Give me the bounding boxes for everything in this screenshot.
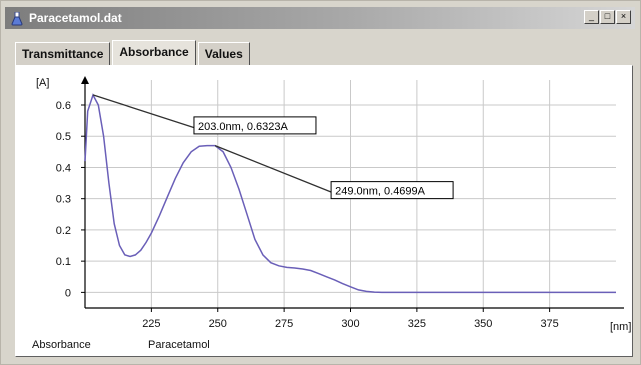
minimize-button[interactable]: _ [584,10,599,24]
y-tick-label: 0.2 [56,225,71,237]
footer-sample-label: Paracetamol [148,339,210,351]
x-tick-label: 275 [275,318,293,330]
footer-mode-label: Absorbance [32,339,91,351]
y-tick-label: 0.6 [56,100,71,112]
x-axis-label: [nm] [610,321,631,333]
maximize-button[interactable]: □ [600,10,615,24]
x-tick-label: 350 [474,318,492,330]
title-bar[interactable]: Paracetamol.dat _ □ × [5,7,635,29]
tab-values[interactable]: Values [197,42,250,65]
x-tick-label: 250 [209,318,227,330]
callout-label: 249.0nm, 0.4699A [335,186,426,198]
y-tick-label: 0.1 [56,256,71,268]
callout-leader-line [92,94,199,130]
absorbance-curve [84,93,616,294]
tab-transmittance[interactable]: Transmittance [15,42,111,65]
x-tick-label: 375 [540,318,558,330]
window-controls: _ □ × [584,10,631,24]
x-tick-label: 325 [408,318,426,330]
y-tick-label: 0.3 [56,194,71,206]
tab-strip: Transmittance Absorbance Values [15,40,252,66]
callout-label: 203.0nm, 0.6323A [198,121,289,133]
y-tick-label: 0 [65,287,71,299]
window-title: Paracetamol.dat [29,11,122,25]
absorbance-chart: 0 0.1 0.2 0.3 0.4 0.5 0.6 225 250 275 300 325 350 375… [32,76,631,351]
callout-leader-line [214,145,336,195]
x-tick-label: 225 [142,318,160,330]
callout-box [330,181,454,200]
y-axis-arrow-icon [81,76,89,84]
y-axis-label: [A] [36,77,49,89]
tab-absorbance[interactable]: Absorbance [112,40,196,66]
chart-panel: 0 0.1 0.2 0.3 0.4 0.5 0.6 225 250 275 300 325 350 375… [15,65,633,357]
tick-labels: 0 0.1 0.2 0.3 0.4 0.5 0.6 225 250 275 300 325 350 375 [56,100,559,330]
y-tick-label: 0.4 [56,162,71,174]
peak-callouts: 203.0nm, 0.6323A 249.0nm, 0.4699A [92,94,454,200]
chart-grid [85,80,616,308]
flask-icon [11,11,23,26]
x-tick-label: 300 [341,318,359,330]
callout-box [193,116,317,135]
close-button[interactable]: × [616,10,631,24]
y-tick-label: 0.5 [56,131,71,143]
chart-axes [81,76,624,312]
